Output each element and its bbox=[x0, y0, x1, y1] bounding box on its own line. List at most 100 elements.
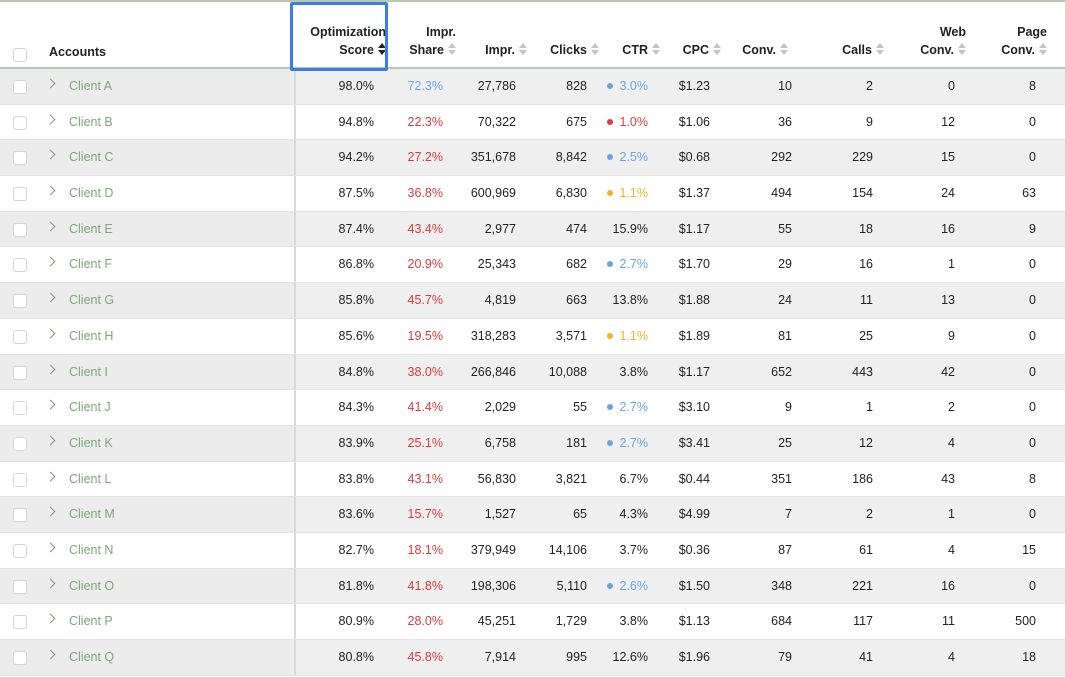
account-name-link[interactable]: Client M bbox=[69, 507, 115, 522]
row-checkbox[interactable] bbox=[13, 579, 27, 594]
chevron-right-icon[interactable] bbox=[45, 471, 56, 482]
cell-cpc: $1.50 bbox=[679, 579, 710, 593]
sort-icon[interactable] bbox=[713, 43, 721, 55]
account-name-link[interactable]: Client J bbox=[69, 400, 111, 415]
account-cell: Client Q bbox=[0, 640, 296, 675]
row-checkbox[interactable] bbox=[13, 472, 27, 487]
account-name-link[interactable]: Client E bbox=[69, 221, 113, 236]
sort-icon[interactable] bbox=[876, 43, 884, 55]
column-header-calls[interactable]: Calls bbox=[842, 41, 884, 59]
cell-value: $1.88 bbox=[678, 293, 710, 308]
account-name-link[interactable]: Client G bbox=[69, 293, 115, 308]
chevron-right-icon[interactable] bbox=[45, 185, 56, 196]
column-header-conv[interactable]: Conv. bbox=[742, 41, 788, 59]
row-checkbox[interactable] bbox=[13, 508, 27, 523]
column-header-accounts[interactable]: Accounts bbox=[49, 45, 106, 59]
table-row[interactable]: Client P 80.9% 28.0% 45,251 1,729 3.8% $1.13 68… bbox=[0, 604, 1065, 640]
table-row[interactable]: Client N 82.7% 18.1% 379,949 14,106 3.7% $0.36… bbox=[0, 532, 1065, 569]
sort-icon[interactable] bbox=[780, 43, 788, 55]
table-row[interactable]: Client D 87.5% 36.8% 600,969 6,830 1.1% $1.37 4… bbox=[0, 176, 1065, 212]
chevron-right-icon[interactable] bbox=[45, 506, 56, 517]
cell-page: 63 bbox=[1022, 186, 1036, 200]
column-header-clicks[interactable]: Clicks bbox=[550, 41, 599, 59]
account-name-link[interactable]: Client O bbox=[69, 578, 115, 593]
sort-icon[interactable] bbox=[519, 43, 527, 55]
sort-icon[interactable] bbox=[652, 43, 660, 55]
chevron-right-icon[interactable] bbox=[45, 364, 56, 374]
table-row[interactable]: Client A 98.0% 72.3% 27,786 828 3.0% $1.23 10 2 0… bbox=[0, 69, 1065, 105]
column-header-label: Conv. bbox=[742, 43, 776, 57]
account-name-link[interactable]: Client H bbox=[69, 328, 114, 343]
chevron-right-icon[interactable] bbox=[45, 649, 56, 660]
table-row[interactable]: Client I 84.8% 38.0% 266,846 10,088 3.8% $1.17… bbox=[0, 354, 1065, 391]
row-checkbox[interactable] bbox=[13, 151, 27, 166]
account-name-link[interactable]: Client A bbox=[69, 79, 113, 93]
sort-icon[interactable] bbox=[448, 43, 456, 55]
account-name-link[interactable]: Client Q bbox=[69, 650, 115, 664]
table-row[interactable]: Client L 83.8% 43.1% 56,830 3,821 6.7% $0.44 35… bbox=[0, 461, 1065, 498]
table-row[interactable]: Client H 85.6% 19.5% 318,283 3,571 1.1% $1.89 8… bbox=[0, 318, 1065, 355]
account-name-link[interactable]: Client C bbox=[69, 150, 114, 165]
chevron-right-icon[interactable] bbox=[45, 114, 56, 125]
column-header-label: Impr. bbox=[485, 43, 515, 57]
column-header-share[interactable]: Impr. Share bbox=[409, 23, 456, 59]
cell-calls: 154 bbox=[852, 186, 873, 200]
chevron-right-icon[interactable] bbox=[45, 78, 56, 89]
table-row[interactable]: Client C 94.2% 27.2% 351,678 8,842 2.5% $0.68 2… bbox=[0, 140, 1065, 177]
table-row[interactable]: Client B 94.8% 22.3% 70,322 675 1.0% $1.06 36 9 1… bbox=[0, 104, 1065, 141]
chevron-right-icon[interactable] bbox=[45, 578, 56, 589]
chevron-right-icon[interactable] bbox=[45, 292, 56, 303]
column-header-ctr[interactable]: CTR bbox=[622, 41, 660, 59]
row-checkbox[interactable] bbox=[13, 80, 27, 94]
column-header-cpc[interactable]: CPC bbox=[683, 41, 721, 59]
table-row[interactable]: Client J 84.3% 41.4% 2,029 55 2.7% $3.10 9 1 2 0 bbox=[0, 390, 1065, 426]
row-checkbox[interactable] bbox=[13, 543, 27, 558]
account-name-link[interactable]: Client P bbox=[69, 614, 113, 629]
cell-impr: 318,283 bbox=[471, 329, 516, 343]
row-checkbox[interactable] bbox=[13, 187, 27, 202]
table-row[interactable]: Client E 87.4% 43.4% 2,977 474 15.9% $1.17 55 18… bbox=[0, 211, 1065, 248]
account-name-link[interactable]: Client N bbox=[69, 542, 114, 557]
column-header-web[interactable]: Web Conv. bbox=[920, 23, 966, 59]
sort-icon[interactable] bbox=[1039, 43, 1047, 55]
account-name-link[interactable]: Client K bbox=[69, 435, 113, 450]
column-header-opt[interactable]: Optimization Score bbox=[310, 23, 386, 59]
table-row[interactable]: Client K 83.9% 25.1% 6,758 181 2.7% $3.41 25 12 4… bbox=[0, 425, 1065, 462]
chevron-right-icon[interactable] bbox=[45, 435, 56, 446]
chevron-right-icon[interactable] bbox=[45, 542, 56, 553]
row-checkbox[interactable] bbox=[13, 615, 27, 630]
table-row[interactable]: Client O 81.8% 41.8% 198,306 5,110 2.6% $1.50 3… bbox=[0, 568, 1065, 605]
select-all-checkbox[interactable] bbox=[13, 48, 27, 62]
row-checkbox[interactable] bbox=[13, 258, 27, 273]
chevron-right-icon[interactable] bbox=[45, 328, 56, 339]
account-name-link[interactable]: Client D bbox=[69, 186, 114, 201]
chevron-right-icon[interactable] bbox=[45, 221, 56, 232]
sort-icon[interactable] bbox=[958, 43, 966, 55]
table-row[interactable]: Client Q 80.8% 45.8% 7,914 995 12.6% $1.96 79 41… bbox=[0, 640, 1065, 676]
chevron-right-icon[interactable] bbox=[45, 149, 56, 160]
row-checkbox[interactable] bbox=[13, 436, 27, 451]
cell-value: 72.3% bbox=[407, 79, 443, 93]
row-checkbox[interactable] bbox=[13, 115, 27, 130]
chevron-right-icon[interactable] bbox=[45, 399, 56, 410]
chevron-right-icon[interactable] bbox=[45, 256, 56, 267]
row-checkbox[interactable] bbox=[13, 294, 27, 309]
table-row[interactable]: Client M 83.6% 15.7% 1,527 65 4.3% $4.99 7 2 1 0 bbox=[0, 497, 1065, 533]
row-checkbox[interactable] bbox=[13, 401, 27, 416]
account-name-link[interactable]: Client F bbox=[69, 257, 113, 272]
cell-value: $3.41 bbox=[678, 435, 710, 450]
row-checkbox[interactable] bbox=[13, 651, 27, 665]
row-checkbox[interactable] bbox=[13, 222, 27, 237]
column-header-impr[interactable]: Impr. bbox=[485, 41, 527, 59]
chevron-right-icon[interactable] bbox=[45, 613, 56, 624]
row-checkbox[interactable] bbox=[13, 365, 27, 380]
account-name-link[interactable]: Client I bbox=[69, 364, 108, 379]
row-checkbox[interactable] bbox=[13, 329, 27, 344]
sort-icon[interactable] bbox=[591, 43, 599, 55]
column-header-page[interactable]: Page Conv. bbox=[1001, 23, 1047, 59]
table-row[interactable]: Client G 85.8% 45.7% 4,819 663 13.8% $1.88 24 11… bbox=[0, 283, 1065, 319]
account-name-link[interactable]: Client B bbox=[69, 114, 113, 129]
table-row[interactable]: Client F 86.8% 20.9% 25,343 682 2.7% $1.70 29 16… bbox=[0, 247, 1065, 284]
sort-icon[interactable] bbox=[378, 43, 386, 55]
account-name-link[interactable]: Client L bbox=[69, 471, 112, 486]
